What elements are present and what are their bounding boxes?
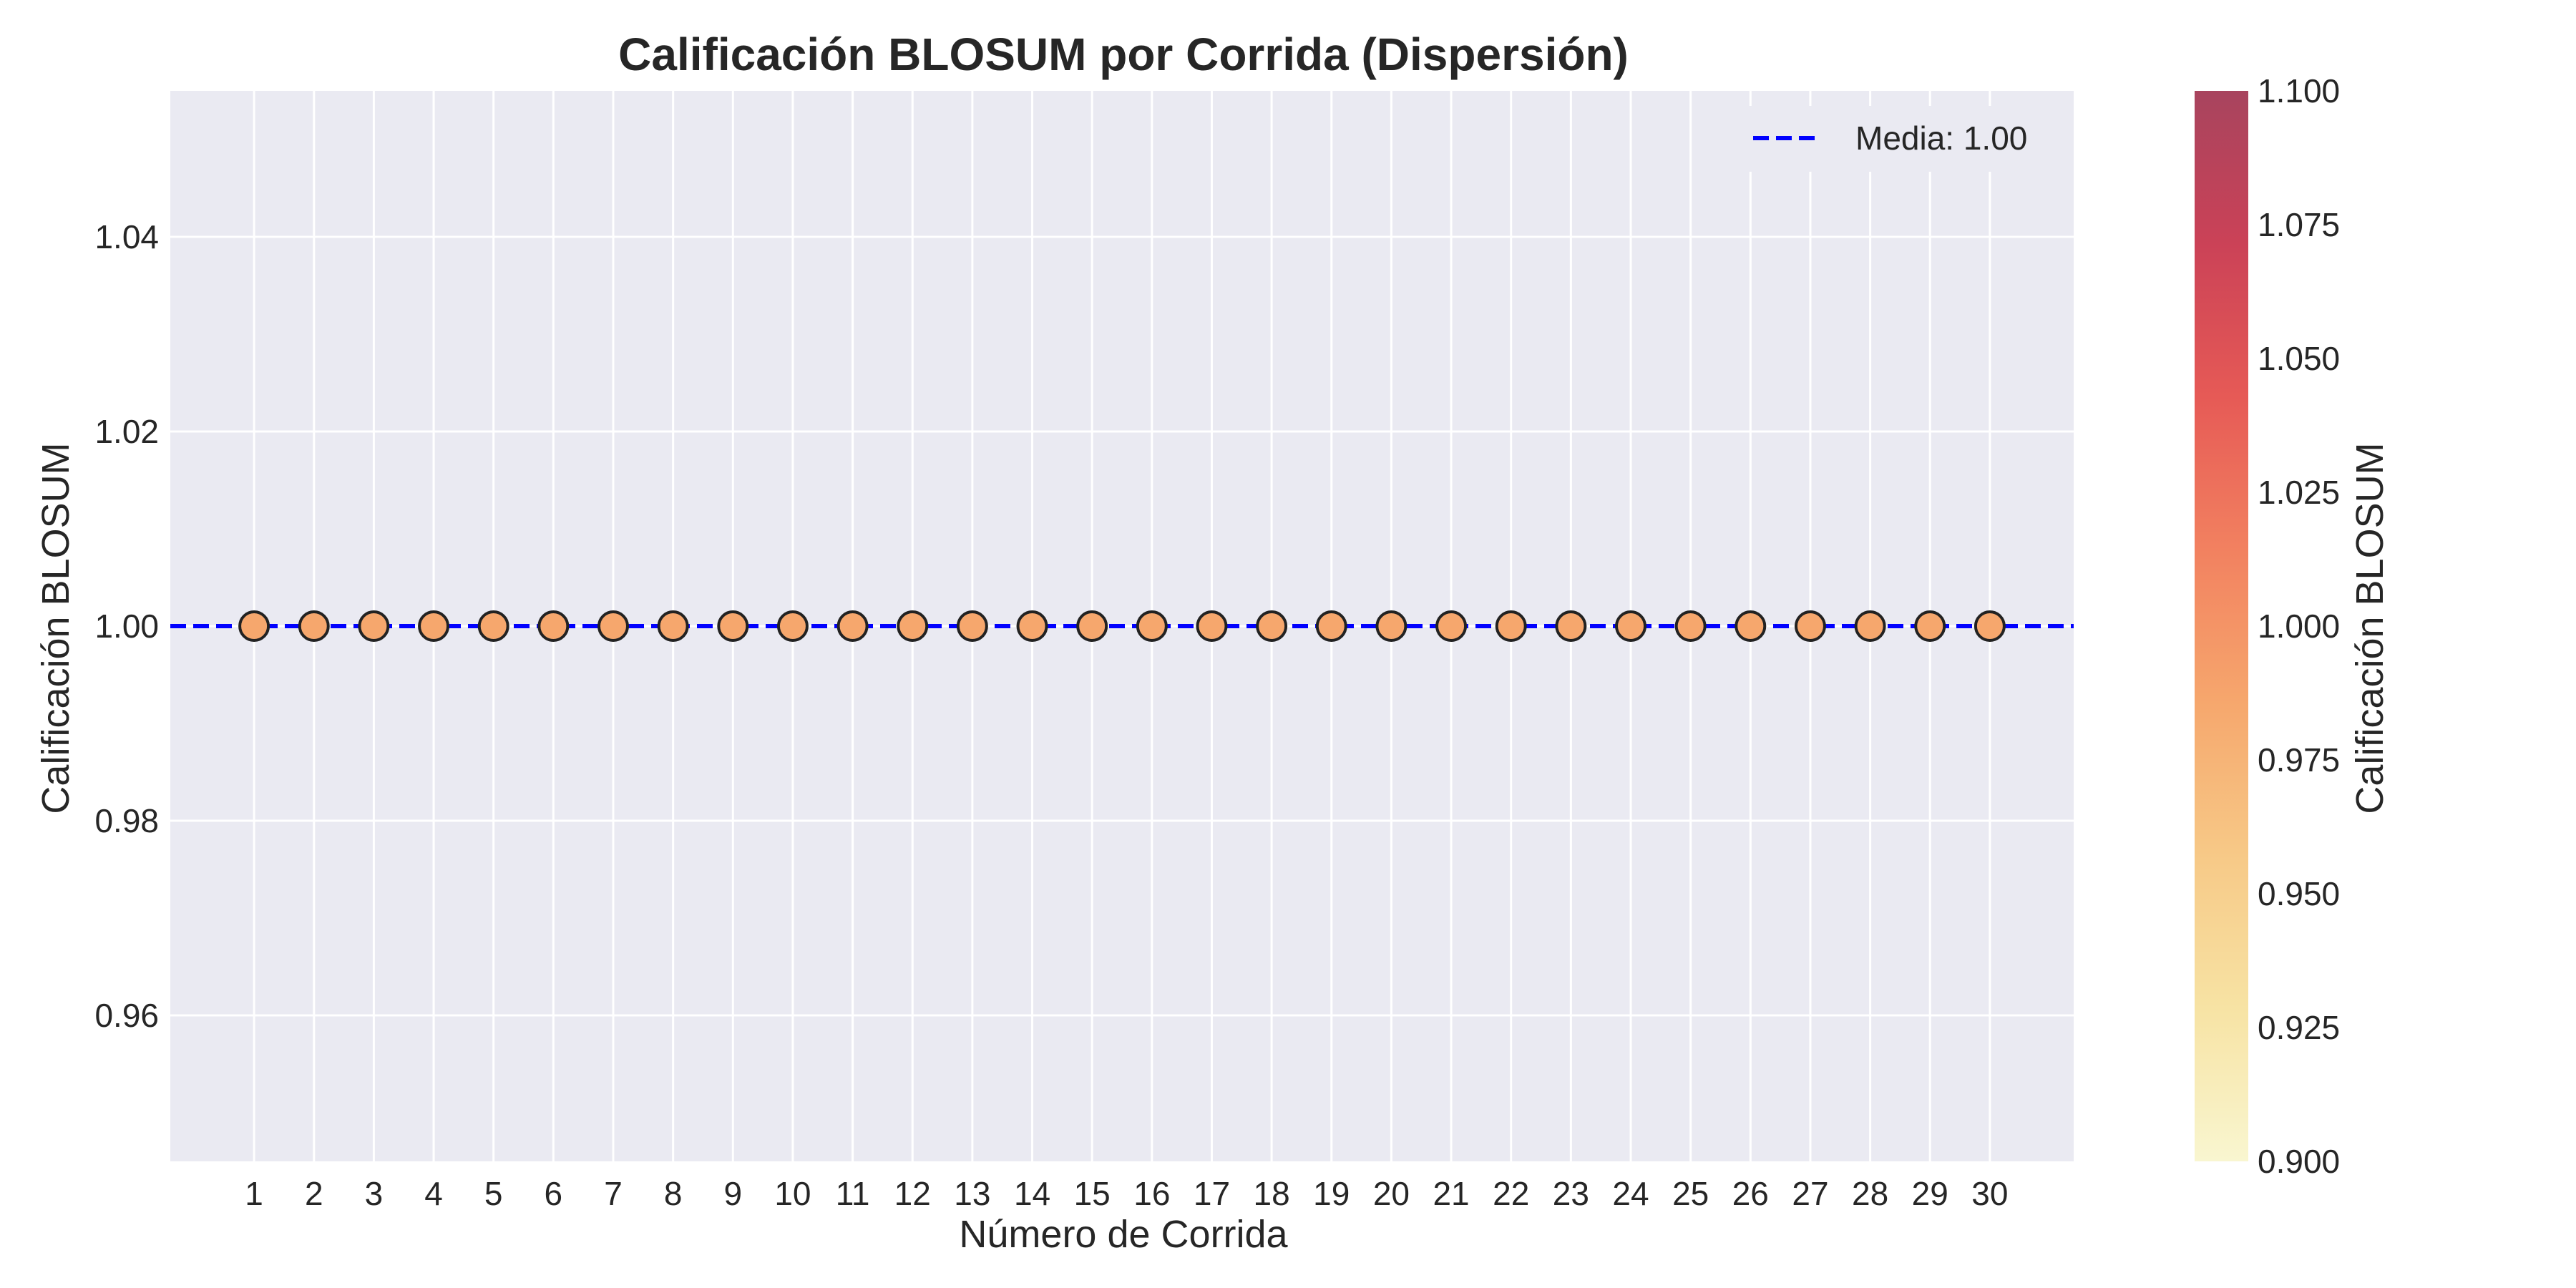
scatter-point [1375,610,1407,642]
x-tick-label: 4 [424,1175,443,1212]
scatter-point [1315,610,1347,642]
scatter-point [1196,610,1228,642]
y-tick-label: 0.96 [94,997,159,1034]
y-axis-label: Calificación BLOSUM [34,442,77,814]
colorbar-tick-label: 0.975 [2258,741,2340,779]
x-tick-label: 1 [245,1175,263,1212]
colorbar: 0.900 0.925 0.950 0.975 1.000 1.025 1.050 1.075… [2195,72,2340,1180]
x-tick-label: 22 [1493,1175,1529,1212]
x-tick-label: 6 [545,1175,563,1212]
scatter-point [836,610,869,642]
scatter-point [1136,610,1168,642]
colorbar-tick-label: 0.900 [2258,1143,2340,1180]
scatter-point [956,610,988,642]
x-tick-label: 14 [1014,1175,1050,1212]
x-tick-label: 24 [1612,1175,1649,1212]
colorbar-tick-label: 1.000 [2258,608,2340,645]
x-tick-label: 23 [1553,1175,1589,1212]
scatter-point [1435,610,1468,642]
legend-mean-label: Media: 1.00 [1855,119,2027,157]
x-tick-label: 30 [1971,1175,2008,1212]
x-tick-label: 21 [1433,1175,1469,1212]
colorbar-gradient [2195,91,2248,1161]
y-tick-label: 1.00 [94,608,159,645]
legend: Media: 1.00 [1737,106,2057,172]
x-tick-label: 3 [365,1175,384,1212]
colorbar-tick-label: 1.075 [2258,206,2340,243]
chart-title: Calificación BLOSUM por Corrida (Dispers… [618,29,1629,80]
y-tick-label: 1.04 [94,218,159,255]
x-tick-label: 12 [894,1175,931,1212]
x-tick-label: 28 [1852,1175,1888,1212]
scatter-point [1555,610,1587,642]
x-tick-label: 9 [723,1175,742,1212]
scatter-point [597,610,629,642]
colorbar-tick-label: 1.100 [2258,72,2340,109]
scatter-point [1974,610,2006,642]
x-tick-label: 27 [1792,1175,1828,1212]
x-tick-label: 26 [1732,1175,1769,1212]
colorbar-tick-label: 0.950 [2258,875,2340,912]
scatter-point [298,610,330,642]
scatter-point [1674,610,1707,642]
colorbar-tick-label: 0.925 [2258,1009,2340,1046]
x-tick-label: 7 [604,1175,623,1212]
scatter-point [537,610,570,642]
x-tick-label: 20 [1373,1175,1410,1212]
y-tick-label: 1.02 [94,413,159,450]
scatter-point [238,610,270,642]
x-tick-label: 5 [484,1175,503,1212]
scatter-point [1256,610,1288,642]
x-tick-label: 18 [1254,1175,1290,1212]
x-tick-label: 16 [1133,1175,1170,1212]
scatter-point [358,610,390,642]
x-tick-label: 25 [1672,1175,1709,1212]
colorbar-label: Calificación BLOSUM [2348,442,2391,814]
x-tick-label: 2 [305,1175,323,1212]
scatter-point [657,610,689,642]
colorbar-tick-label: 1.025 [2258,474,2340,511]
scatter-point [776,610,809,642]
x-tick-label: 17 [1194,1175,1230,1212]
x-tick-label: 10 [774,1175,811,1212]
x-tick-label: 13 [954,1175,990,1212]
plot-area: 1 2 3 4 5 6 7 8 9 10 11 12 13 14 15 16 17 18 19 20 21 22 23 24 2… [94,91,2074,1212]
scatter-point [1794,610,1826,642]
scatter-point [1854,610,1886,642]
scatter-point [1495,610,1527,642]
scatter-point [477,610,509,642]
x-tick-label: 15 [1074,1175,1111,1212]
scatter-point [717,610,749,642]
x-tick-label: 8 [664,1175,683,1212]
scatter-point [1615,610,1647,642]
x-tick-label: 19 [1313,1175,1350,1212]
scatter-point [1076,610,1108,642]
x-tick-label: 11 [836,1175,870,1212]
colorbar-tick-label: 1.050 [2258,340,2340,377]
x-axis-label: Número de Corrida [959,1213,1288,1256]
y-tick-label: 0.98 [94,802,159,839]
scatter-point [1016,610,1048,642]
scatter-point [1914,610,1946,642]
scatter-point [897,610,929,642]
x-tick-label: 29 [1912,1175,1948,1212]
scatter-point [1735,610,1767,642]
scatter-point [418,610,450,642]
